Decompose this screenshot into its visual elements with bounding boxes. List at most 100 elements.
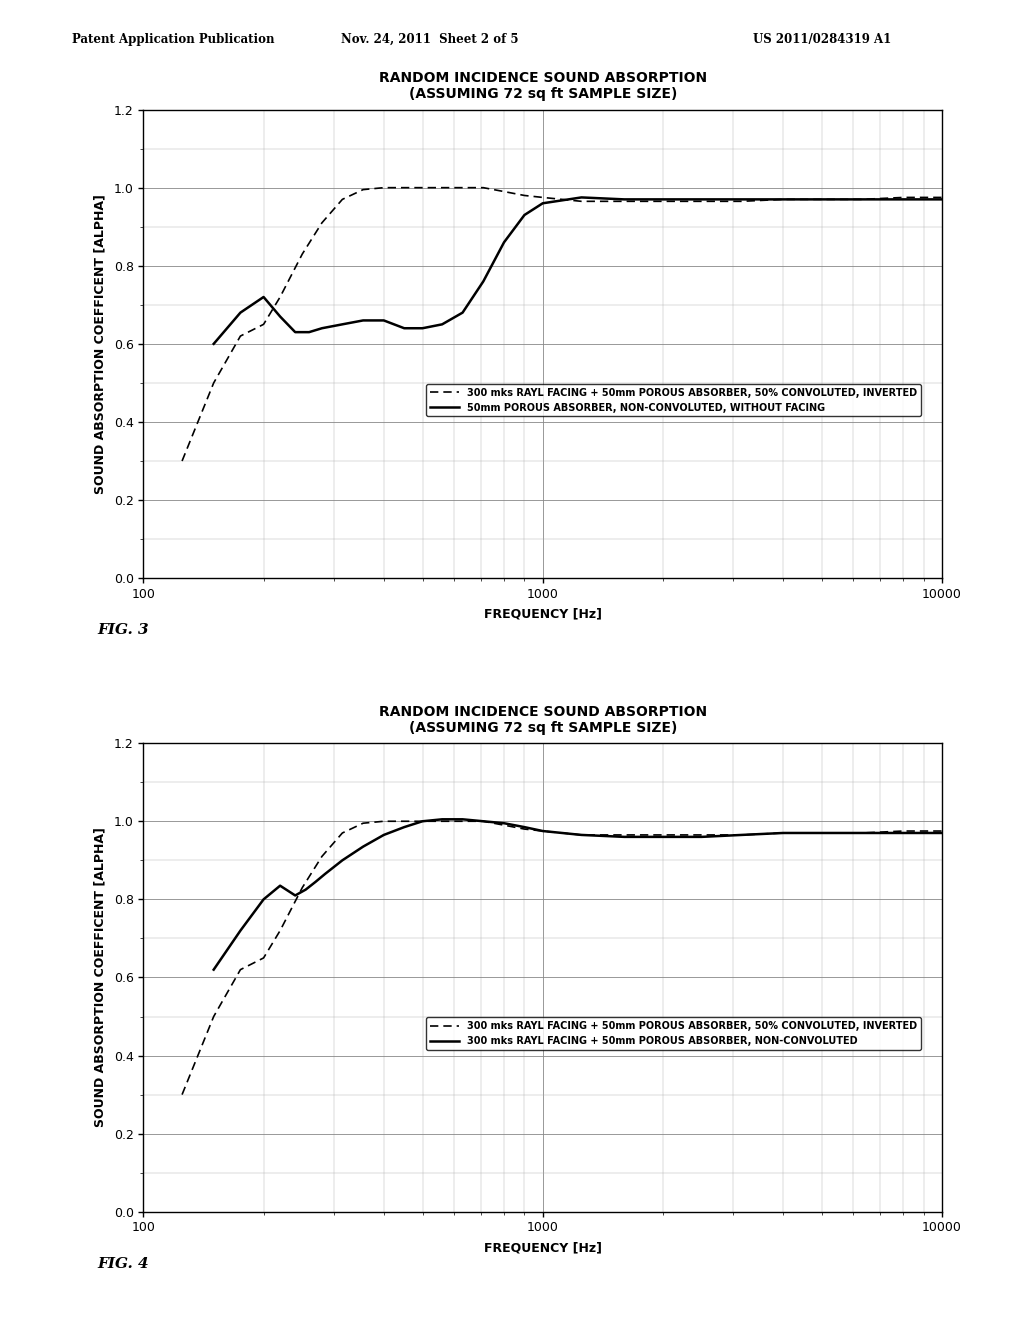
Y-axis label: SOUND ABSORPTION COEFFICENT [ALPHA]: SOUND ABSORPTION COEFFICENT [ALPHA] xyxy=(93,194,106,494)
300 mks RAYL FACING + 50mm POROUS ABSORBER, 50% CONVOLUTED, INVERTED xyxy=(498,817,510,833)
300 mks RAYL FACING + 50mm POROUS ABSORBER, NON-CONVOLUTED xyxy=(309,874,322,890)
300 mks RAYL FACING + 50mm POROUS ABSORBER, NON-CONVOLUTED xyxy=(378,828,390,843)
300 mks RAYL FACING + 50mm POROUS ABSORBER, 50% CONVOLUTED, INVERTED xyxy=(936,824,948,840)
300 mks RAYL FACING + 50mm POROUS ABSORBER, 50% CONVOLUTED, INVERTED xyxy=(537,190,549,206)
300 mks RAYL FACING + 50mm POROUS ABSORBER, 50% CONVOLUTED, INVERTED xyxy=(856,825,868,841)
300 mks RAYL FACING + 50mm POROUS ABSORBER, 50% CONVOLUTED, INVERTED xyxy=(315,849,328,865)
300 mks RAYL FACING + 50mm POROUS ABSORBER, 50% CONVOLUTED, INVERTED xyxy=(234,962,247,978)
300 mks RAYL FACING + 50mm POROUS ABSORBER, 50% CONVOLUTED, INVERTED xyxy=(936,190,948,206)
300 mks RAYL FACING + 50mm POROUS ABSORBER, 50% CONVOLUTED, INVERTED xyxy=(336,191,348,207)
300 mks RAYL FACING + 50mm POROUS ABSORBER, 50% CONVOLUTED, INVERTED xyxy=(816,191,828,207)
Line: 50mm POROUS ABSORBER, NON-CONVOLUTED, WITHOUT FACING: 50mm POROUS ABSORBER, NON-CONVOLUTED, WI… xyxy=(214,198,942,343)
Legend: 300 mks RAYL FACING + 50mm POROUS ABSORBER, 50% CONVOLUTED, INVERTED, 300 mks RA: 300 mks RAYL FACING + 50mm POROUS ABSORB… xyxy=(426,1018,922,1049)
300 mks RAYL FACING + 50mm POROUS ABSORBER, NON-CONVOLUTED xyxy=(735,828,748,843)
50mm POROUS ABSORBER, NON-CONVOLUTED, WITHOUT FACING xyxy=(234,305,247,321)
300 mks RAYL FACING + 50mm POROUS ABSORBER, 50% CONVOLUTED, INVERTED xyxy=(357,182,370,198)
300 mks RAYL FACING + 50mm POROUS ABSORBER, 50% CONVOLUTED, INVERTED xyxy=(856,191,868,207)
300 mks RAYL FACING + 50mm POROUS ABSORBER, 50% CONVOLUTED, INVERTED xyxy=(234,329,247,345)
300 mks RAYL FACING + 50mm POROUS ABSORBER, NON-CONVOLUTED xyxy=(936,825,948,841)
50mm POROUS ABSORBER, NON-CONVOLUTED, WITHOUT FACING xyxy=(537,195,549,211)
X-axis label: FREQUENCY [Hz]: FREQUENCY [Hz] xyxy=(483,607,602,620)
300 mks RAYL FACING + 50mm POROUS ABSORBER, NON-CONVOLUTED xyxy=(897,825,909,841)
50mm POROUS ABSORBER, NON-CONVOLUTED, WITHOUT FACING xyxy=(274,309,287,325)
300 mks RAYL FACING + 50mm POROUS ABSORBER, NON-CONVOLUTED xyxy=(695,829,708,845)
300 mks RAYL FACING + 50mm POROUS ABSORBER, 50% CONVOLUTED, INVERTED xyxy=(695,194,708,210)
300 mks RAYL FACING + 50mm POROUS ABSORBER, 50% CONVOLUTED, INVERTED xyxy=(695,828,708,843)
300 mks RAYL FACING + 50mm POROUS ABSORBER, NON-CONVOLUTED xyxy=(257,891,269,907)
300 mks RAYL FACING + 50mm POROUS ABSORBER, NON-CONVOLUTED xyxy=(398,820,411,836)
50mm POROUS ABSORBER, NON-CONVOLUTED, WITHOUT FACING xyxy=(398,321,411,337)
50mm POROUS ABSORBER, NON-CONVOLUTED, WITHOUT FACING xyxy=(656,191,669,207)
300 mks RAYL FACING + 50mm POROUS ABSORBER, 50% CONVOLUTED, INVERTED xyxy=(618,194,631,210)
300 mks RAYL FACING + 50mm POROUS ABSORBER, NON-CONVOLUTED xyxy=(336,853,348,869)
Title: RANDOM INCIDENCE SOUND ABSORPTION
(ASSUMING 72 sq ft SAMPLE SIZE): RANDOM INCIDENCE SOUND ABSORPTION (ASSUM… xyxy=(379,71,707,102)
50mm POROUS ABSORBER, NON-CONVOLUTED, WITHOUT FACING xyxy=(315,321,328,337)
300 mks RAYL FACING + 50mm POROUS ABSORBER, 50% CONVOLUTED, INVERTED xyxy=(477,180,489,195)
Legend: 300 mks RAYL FACING + 50mm POROUS ABSORBER, 50% CONVOLUTED, INVERTED, 50mm POROU: 300 mks RAYL FACING + 50mm POROUS ABSORB… xyxy=(426,384,922,416)
300 mks RAYL FACING + 50mm POROUS ABSORBER, 50% CONVOLUTED, INVERTED xyxy=(518,187,530,203)
Line: 300 mks RAYL FACING + 50mm POROUS ABSORBER, 50% CONVOLUTED, INVERTED: 300 mks RAYL FACING + 50mm POROUS ABSORB… xyxy=(182,821,942,1094)
50mm POROUS ABSORBER, NON-CONVOLUTED, WITHOUT FACING xyxy=(695,191,708,207)
50mm POROUS ABSORBER, NON-CONVOLUTED, WITHOUT FACING xyxy=(378,313,390,329)
300 mks RAYL FACING + 50mm POROUS ABSORBER, 50% CONVOLUTED, INVERTED xyxy=(575,194,588,210)
50mm POROUS ABSORBER, NON-CONVOLUTED, WITHOUT FACING xyxy=(735,191,748,207)
300 mks RAYL FACING + 50mm POROUS ABSORBER, 50% CONVOLUTED, INVERTED xyxy=(656,194,669,210)
50mm POROUS ABSORBER, NON-CONVOLUTED, WITHOUT FACING xyxy=(336,317,348,333)
50mm POROUS ABSORBER, NON-CONVOLUTED, WITHOUT FACING xyxy=(417,321,429,337)
300 mks RAYL FACING + 50mm POROUS ABSORBER, 50% CONVOLUTED, INVERTED xyxy=(315,215,328,231)
300 mks RAYL FACING + 50mm POROUS ABSORBER, 50% CONVOLUTED, INVERTED xyxy=(777,825,790,841)
300 mks RAYL FACING + 50mm POROUS ABSORBER, NON-CONVOLUTED xyxy=(656,829,669,845)
300 mks RAYL FACING + 50mm POROUS ABSORBER, 50% CONVOLUTED, INVERTED xyxy=(208,375,220,391)
50mm POROUS ABSORBER, NON-CONVOLUTED, WITHOUT FACING xyxy=(457,305,469,321)
300 mks RAYL FACING + 50mm POROUS ABSORBER, NON-CONVOLUTED xyxy=(234,923,247,939)
Text: FIG. 4: FIG. 4 xyxy=(97,1257,148,1271)
300 mks RAYL FACING + 50mm POROUS ABSORBER, 50% CONVOLUTED, INVERTED xyxy=(436,813,449,829)
300 mks RAYL FACING + 50mm POROUS ABSORBER, NON-CONVOLUTED xyxy=(618,829,631,845)
300 mks RAYL FACING + 50mm POROUS ABSORBER, NON-CONVOLUTED xyxy=(357,838,370,854)
50mm POROUS ABSORBER, NON-CONVOLUTED, WITHOUT FACING xyxy=(816,191,828,207)
300 mks RAYL FACING + 50mm POROUS ABSORBER, NON-CONVOLUTED xyxy=(300,882,312,898)
300 mks RAYL FACING + 50mm POROUS ABSORBER, 50% CONVOLUTED, INVERTED xyxy=(735,828,748,843)
300 mks RAYL FACING + 50mm POROUS ABSORBER, 50% CONVOLUTED, INVERTED xyxy=(176,453,188,469)
50mm POROUS ABSORBER, NON-CONVOLUTED, WITHOUT FACING xyxy=(936,191,948,207)
300 mks RAYL FACING + 50mm POROUS ABSORBER, NON-CONVOLUTED xyxy=(537,824,549,840)
300 mks RAYL FACING + 50mm POROUS ABSORBER, 50% CONVOLUTED, INVERTED xyxy=(457,180,469,195)
300 mks RAYL FACING + 50mm POROUS ABSORBER, NON-CONVOLUTED xyxy=(498,816,510,832)
300 mks RAYL FACING + 50mm POROUS ABSORBER, 50% CONVOLUTED, INVERTED xyxy=(336,825,348,841)
300 mks RAYL FACING + 50mm POROUS ABSORBER, NON-CONVOLUTED xyxy=(777,825,790,841)
Text: Nov. 24, 2011  Sheet 2 of 5: Nov. 24, 2011 Sheet 2 of 5 xyxy=(341,33,519,46)
300 mks RAYL FACING + 50mm POROUS ABSORBER, NON-CONVOLUTED xyxy=(856,825,868,841)
50mm POROUS ABSORBER, NON-CONVOLUTED, WITHOUT FACING xyxy=(518,207,530,223)
300 mks RAYL FACING + 50mm POROUS ABSORBER, 50% CONVOLUTED, INVERTED xyxy=(897,190,909,206)
50mm POROUS ABSORBER, NON-CONVOLUTED, WITHOUT FACING xyxy=(477,273,489,289)
300 mks RAYL FACING + 50mm POROUS ABSORBER, 50% CONVOLUTED, INVERTED xyxy=(274,923,287,939)
50mm POROUS ABSORBER, NON-CONVOLUTED, WITHOUT FACING xyxy=(777,191,790,207)
300 mks RAYL FACING + 50mm POROUS ABSORBER, NON-CONVOLUTED xyxy=(274,878,287,894)
300 mks RAYL FACING + 50mm POROUS ABSORBER, 50% CONVOLUTED, INVERTED xyxy=(378,180,390,195)
300 mks RAYL FACING + 50mm POROUS ABSORBER, 50% CONVOLUTED, INVERTED xyxy=(897,824,909,840)
300 mks RAYL FACING + 50mm POROUS ABSORBER, 50% CONVOLUTED, INVERTED xyxy=(357,816,370,832)
300 mks RAYL FACING + 50mm POROUS ABSORBER, 50% CONVOLUTED, INVERTED xyxy=(618,828,631,843)
300 mks RAYL FACING + 50mm POROUS ABSORBER, 50% CONVOLUTED, INVERTED xyxy=(296,879,308,895)
300 mks RAYL FACING + 50mm POROUS ABSORBER, 50% CONVOLUTED, INVERTED xyxy=(257,317,269,333)
Line: 300 mks RAYL FACING + 50mm POROUS ABSORBER, 50% CONVOLUTED, INVERTED: 300 mks RAYL FACING + 50mm POROUS ABSORB… xyxy=(182,187,942,461)
50mm POROUS ABSORBER, NON-CONVOLUTED, WITHOUT FACING xyxy=(856,191,868,207)
50mm POROUS ABSORBER, NON-CONVOLUTED, WITHOUT FACING xyxy=(498,235,510,251)
300 mks RAYL FACING + 50mm POROUS ABSORBER, 50% CONVOLUTED, INVERTED xyxy=(417,813,429,829)
50mm POROUS ABSORBER, NON-CONVOLUTED, WITHOUT FACING xyxy=(436,317,449,333)
Title: RANDOM INCIDENCE SOUND ABSORPTION
(ASSUMING 72 sq ft SAMPLE SIZE): RANDOM INCIDENCE SOUND ABSORPTION (ASSUM… xyxy=(379,705,707,735)
Text: Patent Application Publication: Patent Application Publication xyxy=(72,33,274,46)
300 mks RAYL FACING + 50mm POROUS ABSORBER, 50% CONVOLUTED, INVERTED xyxy=(274,289,287,305)
Text: FIG. 3: FIG. 3 xyxy=(97,623,148,638)
50mm POROUS ABSORBER, NON-CONVOLUTED, WITHOUT FACING xyxy=(303,325,315,341)
300 mks RAYL FACING + 50mm POROUS ABSORBER, 50% CONVOLUTED, INVERTED xyxy=(656,828,669,843)
50mm POROUS ABSORBER, NON-CONVOLUTED, WITHOUT FACING xyxy=(357,313,370,329)
50mm POROUS ABSORBER, NON-CONVOLUTED, WITHOUT FACING xyxy=(289,325,301,341)
50mm POROUS ABSORBER, NON-CONVOLUTED, WITHOUT FACING xyxy=(575,190,588,206)
50mm POROUS ABSORBER, NON-CONVOLUTED, WITHOUT FACING xyxy=(257,289,269,305)
300 mks RAYL FACING + 50mm POROUS ABSORBER, NON-CONVOLUTED xyxy=(318,866,331,882)
300 mks RAYL FACING + 50mm POROUS ABSORBER, 50% CONVOLUTED, INVERTED xyxy=(436,180,449,195)
300 mks RAYL FACING + 50mm POROUS ABSORBER, 50% CONVOLUTED, INVERTED xyxy=(257,950,269,966)
300 mks RAYL FACING + 50mm POROUS ABSORBER, NON-CONVOLUTED xyxy=(289,887,301,903)
300 mks RAYL FACING + 50mm POROUS ABSORBER, 50% CONVOLUTED, INVERTED xyxy=(417,180,429,195)
